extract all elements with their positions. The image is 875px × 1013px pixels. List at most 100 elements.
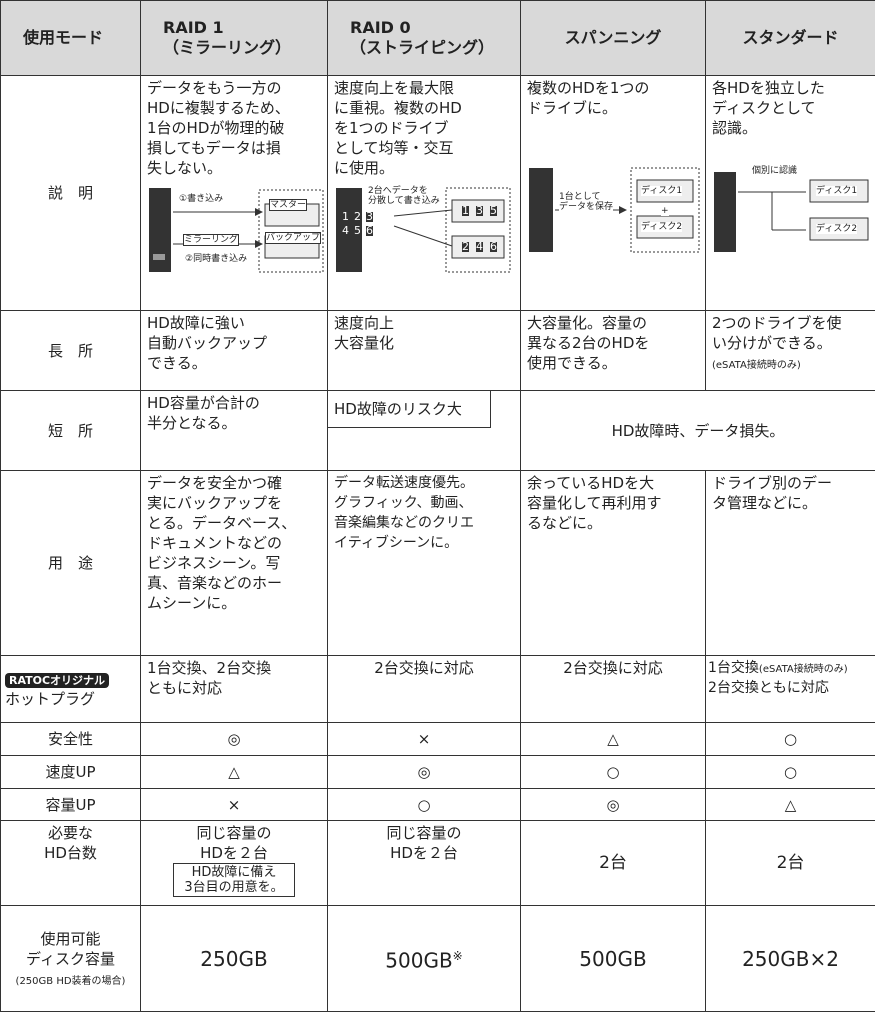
block: 5 (354, 224, 361, 237)
block: 3 (366, 210, 373, 223)
diagram: 1台として データを保存 ディスク1 + ディスク2 (527, 162, 700, 254)
cell: 2台 (520, 820, 706, 906)
cell: 余っているHDを大 容量化して再利用す るなどに。 (520, 470, 706, 656)
note: HD故障に備え 3台目の用意を。 (173, 863, 295, 897)
cell: 500GB (520, 905, 706, 1012)
row-label: RATOCオリジナル ホットプラグ (0, 655, 141, 723)
diagram-label: ディスク1 (641, 186, 683, 196)
cell: 各HDを独立した ディスクとして 認識。 個別に認識 ディスク1 ディスク2 (705, 75, 875, 311)
drives-row: 必要な HD台数 同じ容量の HDを２台 HD故障に備え 3台目の用意を。 同じ容… (0, 820, 875, 906)
diagram-label: バックアップ (265, 232, 322, 244)
text: 500GB (385, 948, 453, 973)
cell: データを安全かつ確 実にバックアップを とる。データベース、 ドキュメントなどの… (140, 470, 328, 656)
header-cell: RAID 1 （ミラーリング） (140, 0, 328, 76)
cell: × (327, 722, 521, 756)
text: 2台交換ともに対応 (708, 680, 829, 696)
shape (393, 209, 453, 217)
diagram-label: ディスク2 (816, 224, 858, 234)
block: 1 (462, 204, 469, 217)
text: 各HDを独立した ディスクとして 認識。 (712, 79, 825, 137)
hotplug-row: RATOCオリジナル ホットプラグ 1台交換、2台交換 ともに対応 2台交換に対応… (0, 655, 875, 723)
block: 3 (476, 204, 483, 217)
cell: 同じ容量の HDを２台 (327, 820, 521, 906)
block: 6 (366, 224, 373, 237)
cell: 複数のHDを1つの ドライブに。 1台として データを保存 ディスク1 + ディ… (520, 75, 706, 311)
cell: ドライブ別のデー タ管理などに。 (705, 470, 875, 656)
cell: 1台交換(eSATA接続時のみ) 2台交換ともに対応 (705, 655, 875, 723)
diagram-shapes (336, 187, 511, 273)
uses-row: 用 途 データを安全かつ確 実にバックアップを とる。データベース、 ドキュメン… (0, 470, 875, 656)
cell: 250GB×2 (705, 905, 875, 1012)
cell: 大容量化。容量の 異なる2台のHDを 使用できる。 (520, 310, 706, 391)
block: 2 (354, 210, 361, 223)
header-cell: スタンダード (705, 0, 875, 76)
cell: ○ (705, 755, 875, 789)
block: 4 (342, 224, 349, 237)
row-label: 長 所 (0, 310, 141, 391)
shape (149, 188, 171, 272)
text: 使用可能 ディスク容量 (26, 929, 115, 968)
cell: HD故障時、データ損失。 (520, 390, 875, 471)
diagram-label: ディスク1 (816, 186, 858, 196)
shape (153, 254, 165, 260)
cell: HD容量が合計の 半分となる。 (140, 390, 328, 471)
header-cell: スパンニング (520, 0, 706, 76)
text: 2つのドライブを使 い分けができる。 (712, 314, 842, 352)
diagram-label: + (661, 206, 669, 216)
shape (529, 168, 553, 252)
note: (eSATA接続時のみ) (712, 360, 801, 371)
block: 2 (462, 240, 469, 253)
cell: △ (705, 788, 875, 821)
cell: ○ (327, 788, 521, 821)
cell: 2台交換に対応 (520, 655, 706, 723)
cell: ◎ (520, 788, 706, 821)
text: 速度向上を最大限 に重視。複数のHD を1つのドライブ として均等・交互 に使用… (334, 79, 462, 177)
diagram: ①書き込み マスター ミラーリング バックアップ ②同時書き込み (147, 182, 324, 274)
diagram-shapes (714, 172, 869, 252)
cell: HD故障のリスク大 (327, 390, 521, 471)
rating-row: 容量UP × ○ ◎ △ (0, 788, 875, 821)
header-row: 使用モード RAID 1 （ミラーリング） RAID 0 （ストライピング） ス… (0, 0, 875, 76)
cell: ○ (705, 722, 875, 756)
row-label: 使用可能 ディスク容量 (250GB HD装着の場合) (0, 905, 141, 1012)
diagram-label: マスター (269, 199, 308, 211)
block: 5 (490, 204, 497, 217)
note: (eSATA接続時のみ) (758, 664, 848, 675)
diagram-label: 2台へデータを 分散して書き込み (368, 186, 440, 206)
cell: △ (140, 755, 328, 789)
row-label: 安全性 (0, 722, 141, 756)
merits-row: 長 所 HD故障に強い 自動バックアップ できる。 速度向上 大容量化 大容量化… (0, 310, 875, 391)
rating-row: 速度UP △ ◎ ○ ○ (0, 755, 875, 789)
cell: HD故障に強い 自動バックアップ できる。 (140, 310, 328, 391)
description-row: 説 明 データをもう一方の HDに複製するため、 1台のHDが物理的破 損しても… (0, 75, 875, 311)
diagram-label: 1台として データを保存 (559, 192, 614, 212)
cell: 速度向上を最大限 に重視。複数のHD を1つのドライブ として均等・交互 に使用… (327, 75, 521, 311)
block: 4 (476, 240, 483, 253)
cell: 2つのドライブを使 い分けができる。 (eSATA接続時のみ) (705, 310, 875, 391)
cell: 2台交換に対応 (327, 655, 521, 723)
diagram-label: ②同時書き込み (185, 254, 248, 264)
text: ホットプラグ (5, 690, 96, 708)
block: 1 (342, 210, 349, 223)
shape (619, 206, 627, 214)
cell: ◎ (327, 755, 521, 789)
diagram-label: ①書き込み (179, 194, 224, 204)
diagram-label: ディスク2 (641, 222, 683, 232)
shape (445, 187, 511, 273)
row-label: 短 所 (0, 390, 141, 471)
cell: 500GB※ (327, 905, 521, 1012)
shape (393, 225, 453, 247)
row-label: 説 明 (0, 75, 141, 311)
diagram: 個別に認識 ディスク1 ディスク2 (712, 162, 869, 254)
rating-row: 安全性 ◎ × △ ○ (0, 722, 875, 756)
cell: × (140, 788, 328, 821)
capacity-row: 使用可能 ディスク容量 (250GB HD装着の場合) 250GB 500GB※ … (0, 905, 875, 1012)
badge: RATOCオリジナル (5, 673, 110, 688)
cell: データ転送速度優先。 グラフィック、動画、 音楽編集などのクリエ イティブシーン… (327, 470, 521, 656)
cell: ○ (520, 755, 706, 789)
text: HD故障のリスク大 (328, 391, 491, 428)
text: 同じ容量の HDを２台 (196, 824, 272, 862)
